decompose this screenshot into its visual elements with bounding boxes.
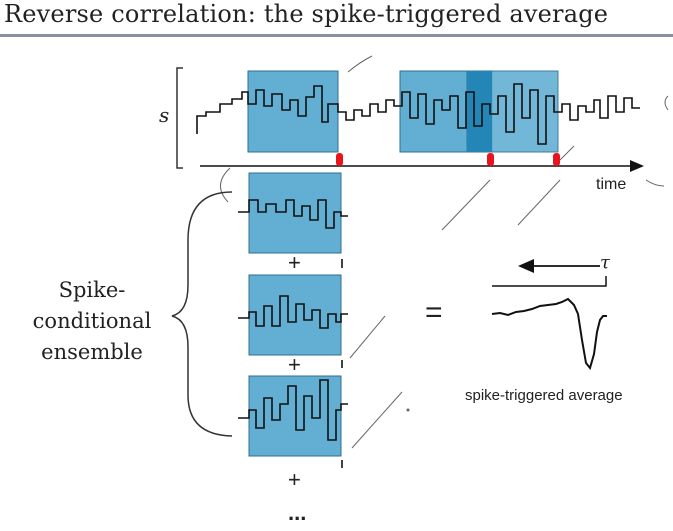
spike-marker — [553, 153, 560, 166]
ensemble-label: Spike- conditional ensemble — [18, 275, 166, 368]
annotation-stroke — [664, 95, 669, 111]
ensemble-trace-3 — [238, 379, 348, 441]
annotation-stroke — [517, 179, 561, 226]
annotation-stroke — [441, 179, 491, 231]
title-rule — [0, 34, 673, 37]
tau-bracket — [492, 276, 607, 287]
annotation-stroke — [351, 391, 403, 449]
ensemble-trace-1 — [238, 199, 348, 229]
spike-marker — [487, 153, 494, 166]
sta-label: spike-triggered average — [465, 387, 623, 404]
annotation-stroke — [559, 145, 575, 161]
stimulus-symbol: s — [159, 103, 169, 127]
ensemble-label-line-1: Spike- — [58, 278, 126, 302]
spike-marker — [336, 153, 343, 166]
window-overlap — [467, 71, 492, 152]
ensemble-window-1 — [248, 172, 342, 254]
annotation-stroke — [349, 315, 386, 359]
plus-sign: + — [288, 352, 301, 377]
plus-sign: + — [288, 250, 301, 275]
annotation-stroke — [645, 179, 665, 187]
plus-sign: + — [288, 467, 301, 492]
time-axis-arrowhead — [630, 160, 644, 172]
ensemble-trace-2 — [238, 295, 348, 329]
equals-sign: = — [425, 296, 443, 329]
ellipsis: ... — [288, 500, 306, 525]
time-label: time — [596, 176, 626, 193]
ensemble-label-line-3: ensemble — [41, 340, 143, 364]
annotation-stroke — [347, 55, 373, 73]
annotation-dot — [406, 408, 410, 412]
sta-waveform — [491, 297, 607, 371]
tau-symbol: τ — [600, 252, 611, 273]
ensemble-brace — [171, 191, 233, 437]
stimulus-window-1 — [247, 70, 339, 153]
annotation-stroke — [220, 167, 231, 203]
tau-arrowhead — [518, 259, 534, 273]
ensemble-label-line-2: conditional — [32, 309, 152, 333]
slide-title: Reverse correlation: the spike-triggered… — [4, 0, 609, 28]
stimulus-bracket — [176, 67, 183, 169]
stimulus-trace — [196, 83, 640, 145]
